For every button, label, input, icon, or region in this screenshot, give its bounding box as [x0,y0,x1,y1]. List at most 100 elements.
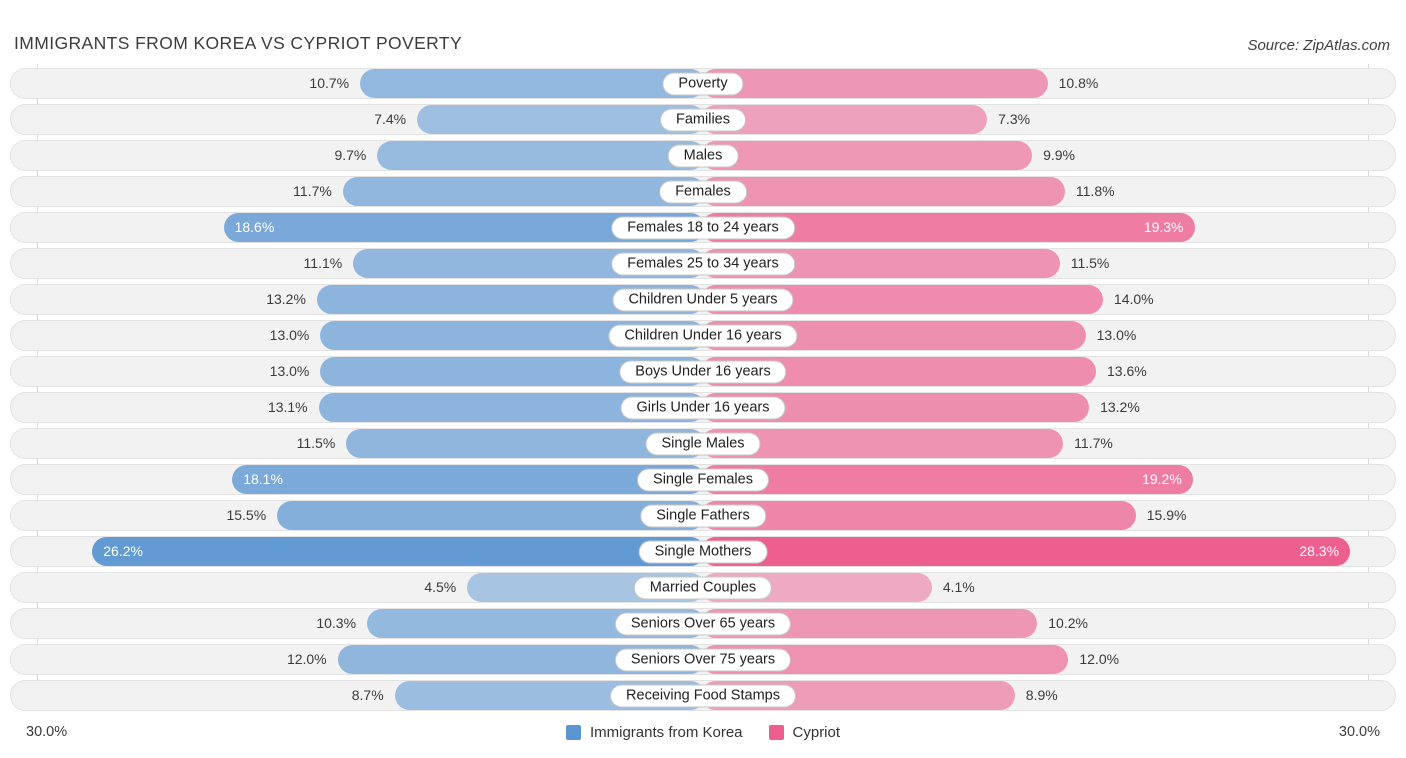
chart-row: 4.5% 4.1% Married Couples [10,572,1396,603]
korea-bar [360,69,705,98]
chart-row: 18.1% 19.2% Single Females [10,464,1396,495]
category-label: Children Under 5 years [612,288,794,311]
cypriot-value: 12.0% [1079,651,1120,667]
category-label: Females 18 to 24 years [611,216,795,239]
chart-row: 10.3% 10.2% Seniors Over 65 years [10,608,1396,639]
cypriot-value: 4.1% [942,579,975,595]
cypriot-bar [701,177,1065,206]
korea-value: 15.5% [226,507,267,523]
korea-value: 4.5% [424,579,457,595]
korea-bar [232,465,705,494]
legend-label-cypriot: Cypriot [792,723,841,741]
cypriot-value: 15.9% [1146,507,1187,523]
korea-value: 9.7% [334,147,367,163]
cypriot-value: 19.2% [1142,471,1182,487]
category-label: Children Under 16 years [608,324,798,347]
chart-row: 18.6% 19.3% Females 18 to 24 years [10,212,1396,243]
korea-bar [346,429,705,458]
category-label: Girls Under 16 years [620,396,786,419]
legend-item-korea: Immigrants from Korea [565,723,743,741]
category-label: Males [667,144,739,167]
category-label: Single Fathers [640,504,766,527]
category-label: Seniors Over 75 years [614,648,792,671]
chart-row: 10.7% 10.8% Poverty [10,68,1396,99]
korea-value: 13.0% [269,363,310,379]
korea-bar [342,177,705,206]
chart-title: IMMIGRANTS FROM KOREA VS CYPRIOT POVERTY [14,33,463,53]
legend-swatch-cypriot [768,724,784,740]
korea-value: 13.1% [267,399,308,415]
cypriot-value: 19.3% [1143,219,1184,235]
chart-row: 15.5% 15.9% Single Fathers [10,500,1396,531]
category-label: Boys Under 16 years [619,360,787,383]
legend-swatch-korea [565,724,581,740]
cypriot-value: 7.3% [998,111,1031,127]
chart-row: 11.7% 11.8% Females [10,176,1396,207]
axis-label-right: 30.0% [1338,724,1380,740]
chart-row: 12.0% 12.0% Seniors Over 75 years [10,644,1396,675]
korea-value: 13.0% [269,327,310,343]
chart-row: 13.0% 13.6% Boys Under 16 years [10,356,1396,387]
cypriot-bar [701,141,1033,170]
korea-bar [92,537,705,566]
korea-value: 12.0% [286,651,327,667]
category-label: Receiving Food Stamps [610,684,796,707]
category-label: Females [659,180,747,203]
cypriot-bar [701,69,1048,98]
cypriot-value: 14.0% [1113,291,1154,307]
korea-value: 10.3% [316,615,357,631]
legend-item-cypriot: Cypriot [768,723,841,741]
cypriot-value: 10.8% [1058,75,1099,91]
cypriot-bar [701,429,1064,458]
category-label: Single Males [645,432,761,455]
korea-value: 26.2% [103,543,143,559]
korea-value: 8.7% [351,687,384,703]
cypriot-value: 28.3% [1299,543,1340,559]
axis-label-left: 30.0% [26,724,68,740]
chart-row: 9.7% 9.9% Males [10,140,1396,171]
legend: Immigrants from Korea Cypriot [565,723,841,741]
category-label: Families [660,108,746,131]
cypriot-bar [701,501,1136,530]
cypriot-value: 8.9% [1025,687,1058,703]
cypriot-value: 10.2% [1048,615,1088,631]
cypriot-value: 11.8% [1075,183,1115,199]
category-label: Seniors Over 65 years [614,612,792,635]
chart-row: 11.5% 11.7% Single Males [10,428,1396,459]
source-credit: Source: ZipAtlas.com [1247,37,1390,54]
mirrored-bar-chart: 10.7% 10.8% Poverty 7.4% 7.3% Families 9.7% 9.9… [10,64,1396,711]
category-label: Single Mothers [638,540,768,563]
korea-value: 18.1% [243,471,283,487]
chart-row: 7.4% 7.3% Families [10,104,1396,135]
legend-label-korea: Immigrants from Korea [589,723,743,741]
chart-row: 13.0% 13.0% Children Under 16 years [10,320,1396,351]
cypriot-value: 11.5% [1070,255,1110,271]
cypriot-value: 11.7% [1074,435,1113,451]
chart-footer: 30.0% Immigrants from Korea Cypriot 30.0… [26,717,1380,747]
category-label: Single Females [637,468,769,491]
chart-row: 8.7% 8.9% Receiving Food Stamps [10,680,1396,711]
chart-row: 13.2% 14.0% Children Under 5 years [10,284,1396,315]
category-label: Poverty [662,72,744,95]
korea-bar [417,105,705,134]
chart-row: 26.2% 28.3% Single Mothers [10,536,1396,567]
category-label: Females 25 to 34 years [611,252,795,275]
cypriot-value: 13.6% [1107,363,1147,379]
cypriot-value: 13.0% [1096,327,1137,343]
korea-value: 11.1% [303,255,343,271]
korea-value: 10.7% [309,75,350,91]
cypriot-bar [701,465,1193,494]
korea-bar [377,141,705,170]
korea-bar [277,501,705,530]
korea-value: 7.4% [374,111,407,127]
korea-value: 11.7% [293,183,332,199]
chart-row: 13.1% 13.2% Girls Under 16 years [10,392,1396,423]
cypriot-value: 13.2% [1100,399,1140,415]
cypriot-value: 9.9% [1043,147,1075,163]
korea-value: 13.2% [266,291,306,307]
category-label: Married Couples [633,576,773,599]
korea-value: 11.5% [296,435,336,451]
chart-header: IMMIGRANTS FROM KOREA VS CYPRIOT POVERTY… [0,0,1406,54]
cypriot-bar [701,537,1351,566]
cypriot-bar [701,105,988,134]
